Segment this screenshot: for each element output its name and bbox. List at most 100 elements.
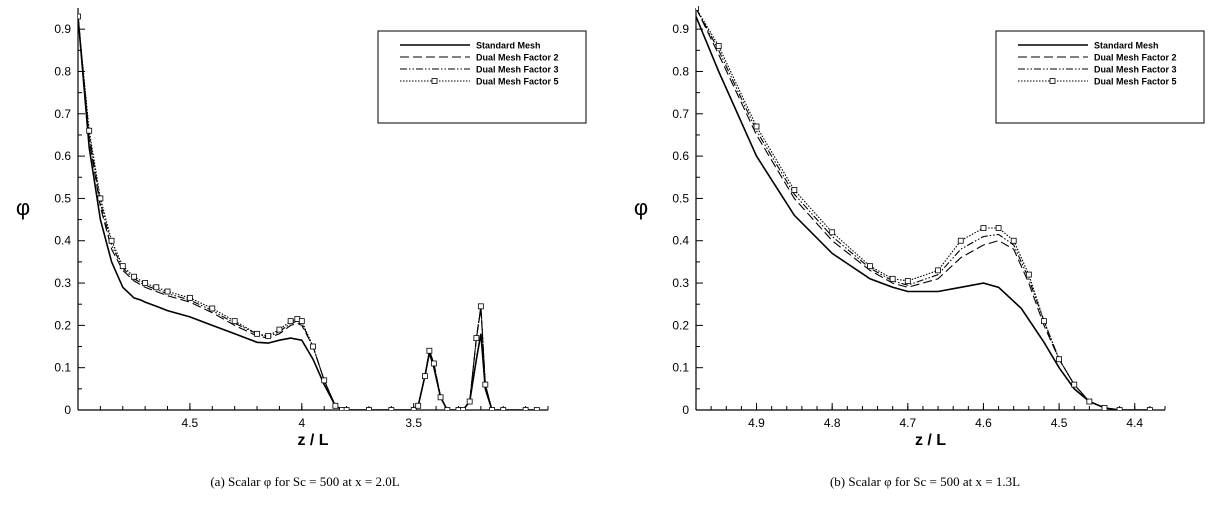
- x-tick-label: 4.7: [899, 416, 916, 430]
- y-tick-label: 0.7: [672, 107, 689, 121]
- y-tick-label: 0.2: [672, 318, 689, 332]
- series-marker: [1071, 381, 1078, 388]
- series-marker: [1041, 318, 1047, 325]
- x-tick-label: 4.4: [1126, 416, 1143, 430]
- legend-label-3: Dual Mesh Factor 3: [476, 65, 559, 75]
- y-tick-label: 0.8: [672, 64, 689, 78]
- series-marker: [287, 318, 294, 325]
- series-marker: [477, 303, 484, 310]
- series-marker: [957, 237, 964, 244]
- legend-label-4: Dual Mesh Factor 5: [476, 77, 559, 87]
- series-marker: [422, 373, 428, 380]
- series-marker: [415, 402, 422, 409]
- series-marker: [889, 275, 896, 282]
- series-marker: [980, 225, 987, 231]
- legend-marker: [431, 78, 438, 84]
- y-tick-label: 0.6: [54, 149, 71, 163]
- series-marker: [533, 407, 540, 410]
- y-tick-label: 0.1: [672, 361, 689, 375]
- x-axis-label: z / L: [297, 432, 328, 449]
- legend-label-2: Dual Mesh Factor 2: [476, 53, 559, 63]
- series-marker: [339, 407, 345, 410]
- x-tick-label: 4.5: [182, 416, 199, 430]
- series-marker: [473, 335, 480, 341]
- series-marker: [444, 407, 451, 410]
- series-marker: [1086, 398, 1093, 405]
- y-tick-label: 0.6: [672, 149, 689, 163]
- y-tick-label: 0.8: [54, 64, 71, 78]
- x-tick-label: 4: [298, 416, 305, 430]
- series-marker: [753, 123, 760, 130]
- series-marker: [482, 381, 489, 388]
- legend-label-1: Standard Mesh: [476, 41, 541, 51]
- series-line-2: [696, 7, 1150, 410]
- series-line-3: [696, 7, 1150, 410]
- y-tick-label: 0.9: [54, 22, 71, 36]
- series-marker: [829, 229, 836, 236]
- series-marker: [343, 407, 350, 410]
- series-marker: [366, 407, 372, 410]
- y-tick-label: 0.5: [54, 191, 71, 205]
- series-marker: [78, 13, 81, 20]
- y-tick-label: 0: [64, 403, 71, 417]
- legend-marker: [1049, 78, 1056, 84]
- series-marker: [437, 394, 444, 401]
- y-tick-label: 0.7: [54, 107, 71, 121]
- series-marker: [466, 398, 473, 405]
- series-marker: [1025, 271, 1032, 278]
- legend: Standard Mesh Dual Mesh Factor 2 Dual Mesh…: [377, 30, 587, 124]
- series-marker: [332, 402, 339, 409]
- series-marker: [86, 127, 93, 134]
- legend-label-2: Dual Mesh Factor 2: [1094, 53, 1177, 63]
- y-axis-label: φ: [16, 195, 30, 220]
- y-tick-label: 0.4: [672, 234, 689, 248]
- series-marker: [1010, 237, 1017, 244]
- series-marker: [867, 263, 873, 270]
- x-tick-label: 3.5: [405, 416, 422, 430]
- series-marker: [265, 333, 272, 339]
- series-marker: [426, 347, 433, 354]
- y-axis-label: φ: [634, 195, 648, 220]
- series-marker: [430, 360, 437, 367]
- series-marker: [1146, 407, 1153, 410]
- series-marker: [410, 407, 417, 410]
- series-marker: [455, 407, 462, 410]
- series-marker: [489, 407, 495, 410]
- series-marker: [715, 43, 722, 49]
- series-marker: [97, 195, 104, 202]
- x-tick-label: 4.8: [824, 416, 841, 430]
- series-marker: [298, 318, 305, 325]
- y-tick-label: 0.2: [54, 318, 71, 332]
- series-marker: [254, 330, 260, 337]
- caption-b: (b) Scalar φ for Sc = 500 at x = 1.3L: [829, 474, 1021, 489]
- legend-label-3: Dual Mesh Factor 3: [1094, 65, 1177, 75]
- y-tick-label: 0.1: [54, 361, 71, 375]
- series-marker: [791, 187, 798, 193]
- legend-box: [995, 30, 1205, 124]
- x-tick-label: 4.6: [975, 416, 992, 430]
- y-tick-label: 0.9: [672, 22, 689, 36]
- y-tick-label: 0.5: [672, 191, 689, 205]
- series-marker: [1116, 407, 1123, 410]
- legend-box: [377, 30, 587, 124]
- series-marker: [1101, 404, 1108, 410]
- series-marker: [1056, 356, 1062, 363]
- series-marker: [142, 280, 149, 286]
- series-marker: [696, 6, 699, 11]
- series-marker: [164, 288, 171, 295]
- series-marker: [276, 326, 283, 333]
- caption-a: (a) Scalar φ for Sc = 500 at x = 2.0L: [210, 474, 400, 489]
- series-line-4: [78, 16, 537, 410]
- chart-panel-b: 0 0.1 0.2 0.3 0.4 0.5 0.6 0.7 0.8 0.9 4.9 4.8 4.7 4.6…: [634, 6, 1205, 449]
- series-marker: [388, 407, 395, 410]
- series-marker: [522, 407, 529, 410]
- series-marker: [131, 273, 137, 280]
- plot-area: [78, 13, 540, 410]
- y-tick-label: 0: [682, 403, 689, 417]
- x-axis-label: z / L: [915, 432, 946, 449]
- chart-panel-a: 0 0.1 0.2 0.3 0.4 0.5 0.6 0.7 0.8 0.9 4.5 4 3.5 z / L…: [16, 8, 587, 449]
- series-marker: [460, 407, 466, 410]
- x-tick-label: 4.9: [748, 416, 765, 430]
- y-tick-label: 0.3: [672, 276, 689, 290]
